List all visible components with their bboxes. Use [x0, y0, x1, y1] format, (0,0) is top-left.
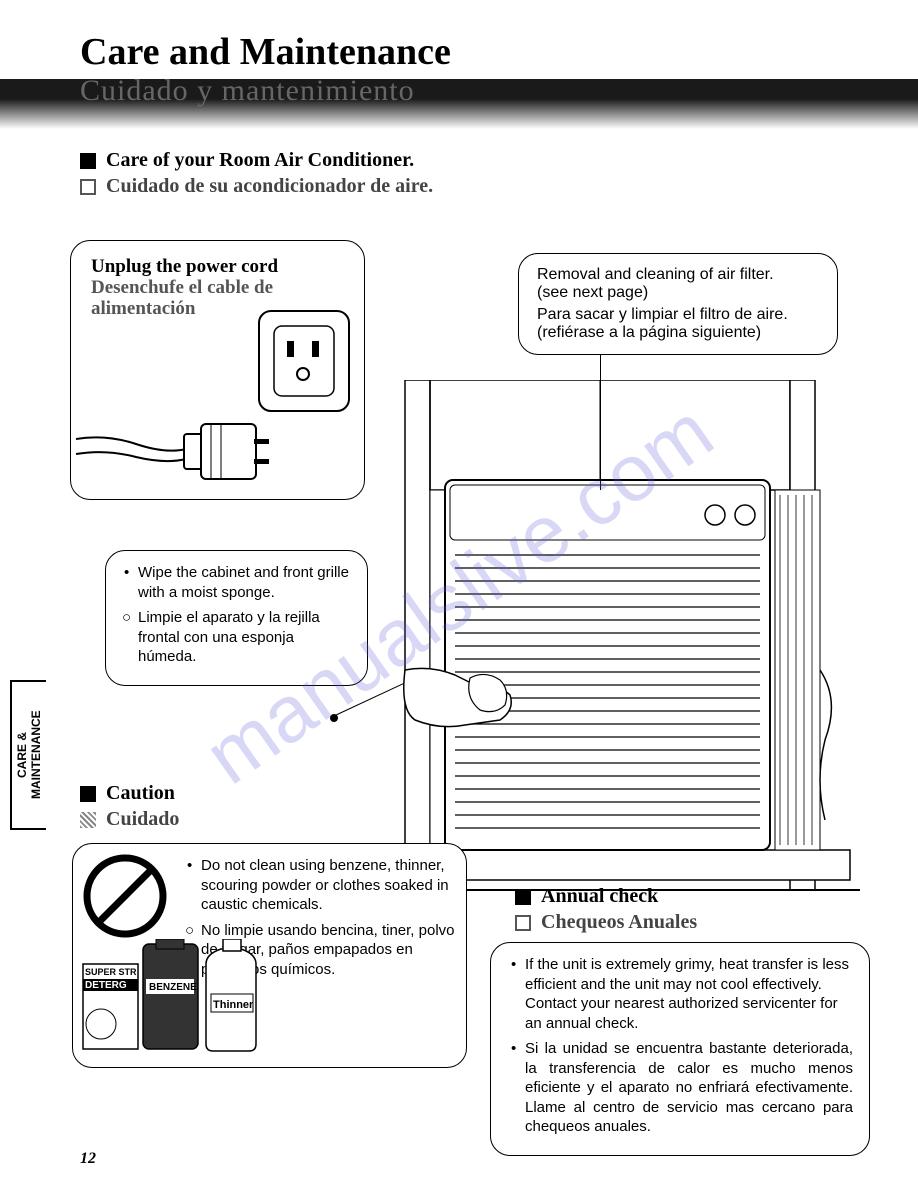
main-title-es: Cuidado y mantenimiento [0, 79, 918, 108]
section-care-heading-en: Care of your Room Air Conditioner. [80, 149, 858, 172]
bullet-dotted-icon [80, 812, 96, 828]
section-care-heading-es: Cuidado de su acondicionador de aire. [80, 175, 858, 198]
bullet-hollow-icon [80, 179, 96, 195]
section-care-text-en: Care of your Room Air Conditioner. [106, 149, 414, 172]
section-annual-heading-es: Chequeos Anuales [515, 911, 697, 934]
section-caution-text-es: Cuidado [106, 808, 179, 831]
label-deterg: SUPER STR [85, 967, 137, 977]
section-annual-text-es: Chequeos Anuales [541, 911, 697, 934]
section-caution-heading-en: Caution [80, 782, 179, 805]
bullet-filled-icon [80, 786, 96, 802]
callout-annual-item-en: If the unit is extremely grimy, heat tra… [507, 955, 853, 1033]
callout-filter-line4: (refiérase a la página siguiente) [537, 324, 819, 342]
plug-illustration [76, 409, 276, 489]
section-caution: Caution Cuidado [80, 782, 179, 834]
content-area: Care of your Room Air Conditioner. Cuida… [0, 129, 918, 198]
label-thinner: Thinner [213, 999, 253, 1011]
section-caution-heading-es: Cuidado [80, 808, 179, 831]
callout-annual: If the unit is extremely grimy, heat tra… [490, 942, 870, 1156]
callout-unplug-title-en: Unplug the power cord [91, 256, 344, 278]
chemical-bottles-illustration [81, 939, 261, 1054]
callout-wipe: Wipe the cabinet and front grille with a… [105, 550, 368, 686]
callout-annual-item-es: Si la unidad se encuentra bastante deter… [507, 1039, 853, 1137]
bullet-filled-icon [80, 153, 96, 169]
leader-dot-wipe [330, 714, 338, 722]
main-title-en: Care and Maintenance [80, 30, 918, 74]
callout-wipe-item-en: Wipe the cabinet and front grille with a… [120, 563, 353, 602]
bullet-hollow-icon [515, 915, 531, 931]
ac-unit-illustration [370, 380, 860, 900]
subtitle-band: Cuidado y mantenimiento [0, 79, 918, 129]
side-tab: CARE & MAINTENANCE [10, 680, 46, 830]
outlet-illustration [254, 306, 354, 416]
callout-wipe-item-es: Limpie el aparato y la rejilla frontal c… [120, 608, 353, 667]
leader-line-filter [600, 355, 601, 490]
label-deterg2: DETERG [85, 980, 127, 991]
callout-filter-line2: (see next page) [537, 284, 819, 302]
page-header: Care and Maintenance [0, 0, 918, 74]
bullet-filled-icon [515, 889, 531, 905]
section-caution-text-en: Caution [106, 782, 175, 805]
callout-filter: Removal and cleaning of air filter. (see… [518, 253, 838, 355]
callout-filter-line3: Para sacar y limpiar el filtro de aire. [537, 306, 819, 324]
section-care-text-es: Cuidado de su acondicionador de aire. [106, 175, 433, 198]
section-annual-text-en: Annual check [541, 885, 658, 908]
prohibition-icon [83, 854, 168, 939]
section-annual: Annual check Chequeos Anuales [515, 885, 697, 937]
page-number: 12 [80, 1150, 96, 1168]
callout-caution: Do not clean using benzene, thinner, sco… [72, 843, 467, 1068]
callout-caution-item-en: Do not clean using benzene, thinner, sco… [183, 856, 456, 915]
section-annual-heading-en: Annual check [515, 885, 697, 908]
callout-unplug: Unplug the power cord Desenchufe el cabl… [70, 240, 365, 500]
label-benzene: BENZENE [149, 982, 197, 993]
callout-filter-line1: Removal and cleaning of air filter. [537, 266, 819, 284]
